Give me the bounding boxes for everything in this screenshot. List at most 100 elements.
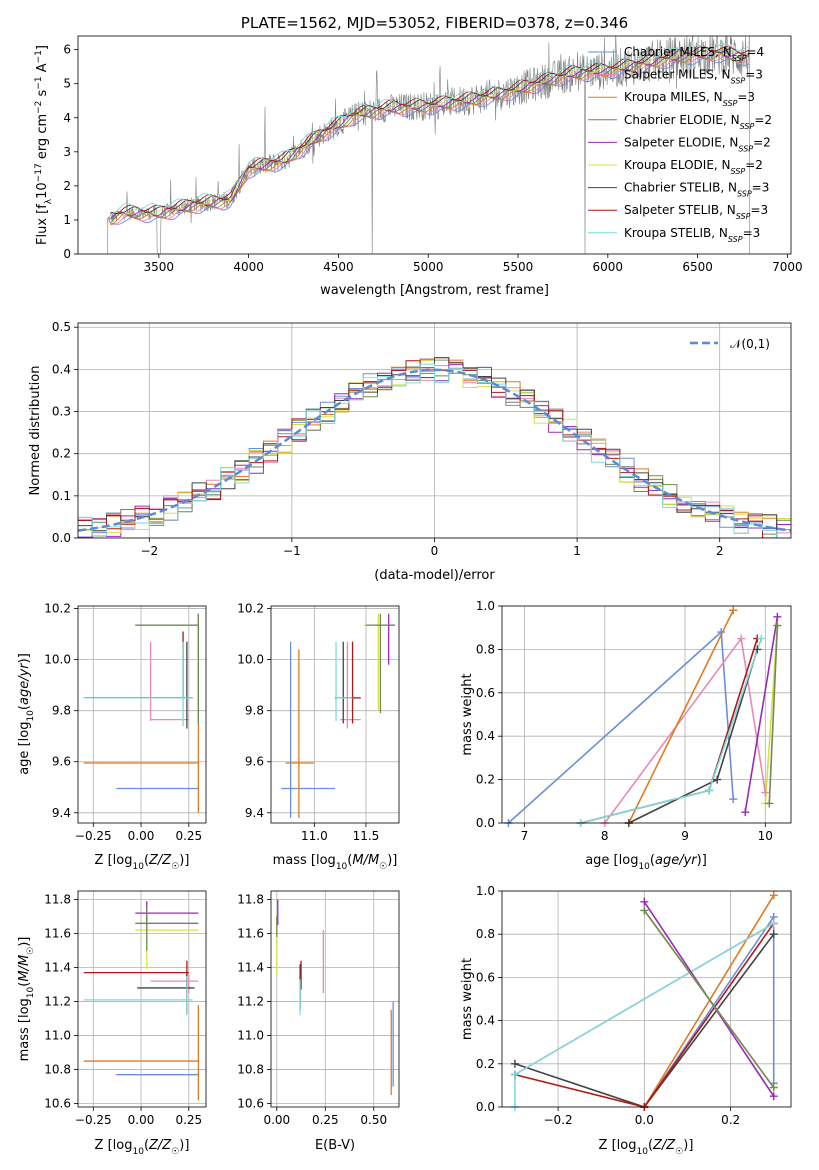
legend-text: =3 xyxy=(737,90,755,104)
y-tick-label: 0.4 xyxy=(476,1014,495,1028)
y-tick-label: 10.8 xyxy=(237,1063,264,1077)
legend-text: Salpeter MILES, N xyxy=(624,68,731,82)
chart-title: PLATE=1562, MJD=53052, FIBERID=0378, z=0… xyxy=(241,14,628,32)
weight-point xyxy=(757,634,766,643)
label-part: age [log xyxy=(585,853,638,868)
y-tick-label: 0.0 xyxy=(52,531,71,545)
y-axis-label: mass [log10(M/M☉)] xyxy=(17,937,36,1062)
weight-point xyxy=(773,621,782,630)
label-part: age/yr xyxy=(17,662,32,705)
weight-point xyxy=(769,1083,778,1092)
y-tick-label: 11.2 xyxy=(44,995,71,1009)
label-part: )] xyxy=(683,1138,693,1153)
label-part: 10 xyxy=(638,862,650,872)
x-tick-label: 10 xyxy=(758,829,773,843)
chart-marks xyxy=(74,35,792,1111)
plot-area-2 xyxy=(78,606,206,823)
plot-area-6 xyxy=(271,891,399,1107)
model-line-6 xyxy=(110,47,750,215)
label-part: M/M xyxy=(352,853,379,868)
legend-text: =3 xyxy=(752,181,770,195)
x-tick-label: 0 xyxy=(431,544,439,558)
weight-point xyxy=(741,808,750,817)
legend-entry: Kroupa STELIB, NSSP=3 xyxy=(624,226,760,244)
weight-point xyxy=(640,906,649,915)
label-part: Z/Z xyxy=(148,1138,172,1153)
weight-line-8 xyxy=(643,909,775,1089)
label-part: erg cm xyxy=(35,114,50,163)
legend-text: =2 xyxy=(754,113,772,127)
legend-sub: SSP xyxy=(736,212,751,221)
y-tick-label: 11.6 xyxy=(237,927,264,941)
legend-entry: Salpeter MILES, NSSP=3 xyxy=(624,68,763,86)
x-axis-label: E(B-V) xyxy=(315,1138,355,1153)
legend-text: Chabrier MILES, N xyxy=(624,45,732,59)
x-tick-label: 0.50 xyxy=(360,1113,387,1127)
weight-line-4 xyxy=(514,922,775,1107)
y-tick-label: 11.4 xyxy=(44,961,71,975)
model-line-8 xyxy=(110,43,750,215)
x-tick-label: 5500 xyxy=(503,260,534,274)
weight-point xyxy=(769,919,778,928)
label-part: λ xyxy=(44,198,54,204)
weight-point xyxy=(737,634,746,643)
label-part: Z/Z xyxy=(148,853,172,868)
y-tick-label: 0 xyxy=(63,247,71,261)
x-tick-label: −0.25 xyxy=(75,1113,112,1127)
label-part: 10 xyxy=(336,862,348,872)
weight-point xyxy=(761,788,770,797)
legend-entry: Chabrier MILES, NSSP=4 xyxy=(624,45,764,63)
legend-entry: Kroupa ELODIE, NSSP=2 xyxy=(624,158,763,176)
y-tick-label: 4 xyxy=(63,111,71,125)
x-axis-label: mass [log10(M/M☉)] xyxy=(273,853,398,872)
y-tick-label: 1.0 xyxy=(476,599,495,613)
model-line-1 xyxy=(110,56,750,225)
y-tick-label: 10.0 xyxy=(44,653,71,667)
y-axis-label: mass weight xyxy=(460,673,475,755)
legend-sub: SSP xyxy=(740,121,755,130)
legend-sub: SSP xyxy=(737,189,752,198)
x-tick-label: 9 xyxy=(681,829,689,843)
weight-point xyxy=(510,1070,519,1079)
weight-point xyxy=(510,1059,519,1068)
x-axis-label: (data-model)/error xyxy=(374,568,495,583)
x-tick-label: 0.25 xyxy=(175,1113,202,1127)
y-tick-label: 0.4 xyxy=(476,729,495,743)
weight-line-2 xyxy=(628,609,734,823)
y-tick-label: 0.2 xyxy=(476,773,495,787)
label-part: )] xyxy=(697,853,707,868)
axes-frame xyxy=(270,605,400,824)
x-tick-label: −2 xyxy=(140,544,158,558)
weight-point xyxy=(717,628,726,637)
label-part: age/yr xyxy=(655,853,698,868)
label-part: ☉ xyxy=(379,862,387,872)
y-axis-label: Normed distribution xyxy=(28,366,43,496)
weight-line-6 xyxy=(744,616,779,813)
legend-entry: 𝒩(0,1) xyxy=(730,337,770,351)
weight-point xyxy=(769,930,778,939)
y-tick-label: 10.8 xyxy=(44,1063,71,1077)
y-tick-label: 11.8 xyxy=(237,893,264,907)
x-tick-label: 4500 xyxy=(323,260,354,274)
label-part: 10 xyxy=(26,710,36,722)
label-part: ( xyxy=(144,1138,149,1153)
y-tick-label: 0.6 xyxy=(476,970,495,984)
label-part: 10 xyxy=(35,182,50,199)
x-axis-label: Z [log10(Z/Z☉)] xyxy=(95,853,190,872)
x-tick-label: 11.0 xyxy=(301,829,328,843)
legend-sub: SSP xyxy=(731,76,746,85)
x-tick-label: 6500 xyxy=(682,260,713,274)
legend-text: Kroupa ELODIE, N xyxy=(624,158,731,172)
label-part: 10 xyxy=(132,1147,144,1157)
weight-line-3 xyxy=(514,933,775,1107)
y-tick-label: 9.8 xyxy=(245,704,264,718)
x-tick-label: 3500 xyxy=(144,260,175,274)
legend-text: Salpeter ELODIE, N xyxy=(624,135,738,149)
label-part: )] xyxy=(17,653,32,663)
axes-frame xyxy=(77,322,792,539)
label-part: )] xyxy=(179,853,189,868)
x-tick-label: 0.25 xyxy=(175,829,202,843)
x-tick-label: −0.2 xyxy=(544,1113,573,1127)
y-tick-label: 11.4 xyxy=(237,961,264,975)
